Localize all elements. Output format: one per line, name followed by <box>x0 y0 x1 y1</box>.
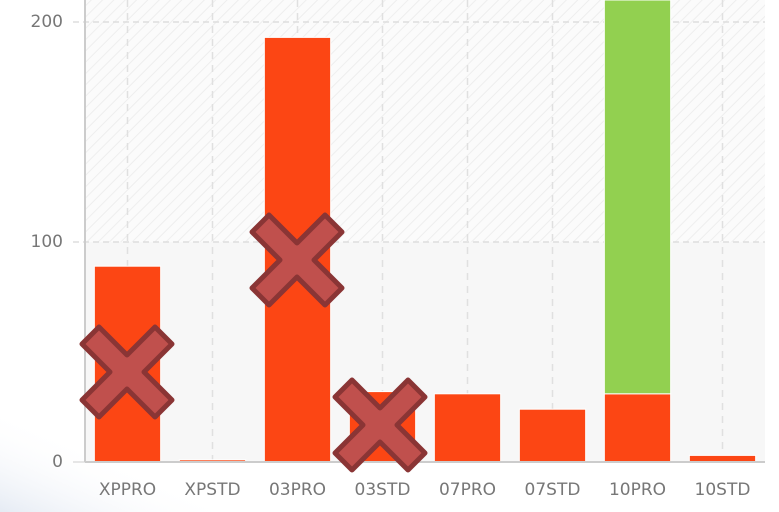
x-tick-label: 07STD <box>525 480 581 500</box>
cross-mark <box>79 324 175 420</box>
x-tick-label: 10PRO <box>609 480 666 500</box>
cross-mark <box>249 212 345 308</box>
bar <box>433 393 502 462</box>
x-tick-label: 10STD <box>695 480 751 500</box>
bar <box>603 0 672 395</box>
bar <box>518 408 587 462</box>
y-tick-label: 100 <box>31 232 63 252</box>
x-tick-label: XPPRO <box>99 480 156 500</box>
x-tick-label: 03STD <box>355 480 411 500</box>
x-tick-label: XPSTD <box>184 480 240 500</box>
y-tick-label: 0 <box>52 452 63 472</box>
cross-marks <box>79 212 428 473</box>
cross-mark <box>332 377 428 473</box>
x-tick-label: 07PRO <box>439 480 496 500</box>
labels: 0 100 200 XPPRO XPSTD 03PRO 03STD 07PRO 07STD 10P… <box>31 12 751 500</box>
axes <box>84 0 765 463</box>
y-tick-label: 200 <box>31 12 63 32</box>
bar <box>603 393 672 462</box>
x-tick-label: 03PRO <box>269 480 326 500</box>
